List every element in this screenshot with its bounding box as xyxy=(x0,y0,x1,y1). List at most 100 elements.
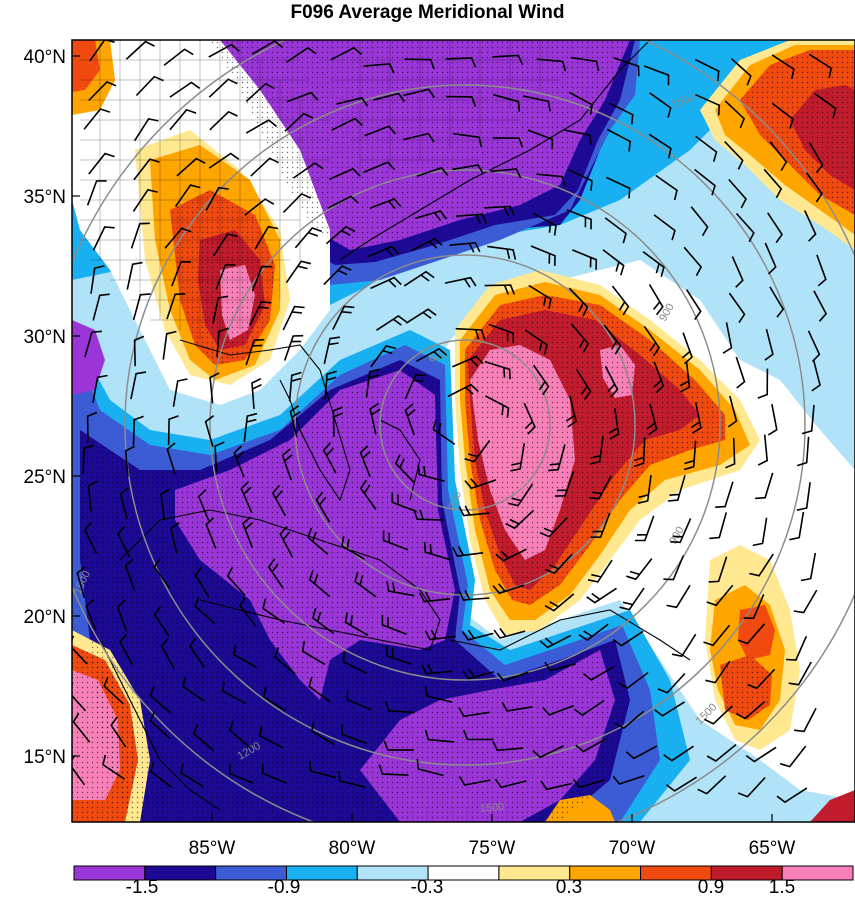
wind-barb-317 xyxy=(583,666,615,681)
wind-barb-378 xyxy=(737,776,766,798)
stipple-west xyxy=(170,190,275,365)
wind-barb-155 xyxy=(216,327,229,358)
wind-barb-205 xyxy=(683,440,697,471)
wind-barb-211 xyxy=(166,442,176,475)
wind-barb-363 xyxy=(149,761,172,788)
wind-barb-19 xyxy=(88,80,117,102)
wind-barb-312 xyxy=(386,645,413,666)
wind-barb-76 xyxy=(86,180,107,206)
wind-barb-93 xyxy=(767,212,783,244)
wind-barb-300 xyxy=(671,633,697,658)
wind-barb-1 xyxy=(125,40,155,60)
lon-label-80: 80°W xyxy=(329,838,376,859)
wind-barb-188 xyxy=(767,404,778,436)
wind-barb-215 xyxy=(322,442,337,474)
lat-label-25: 25°N xyxy=(24,467,66,488)
wind-barb-3 xyxy=(208,43,240,58)
wind-barb-301 xyxy=(703,624,731,647)
wind-barb-336 xyxy=(573,699,605,717)
wind-barb-221 xyxy=(554,471,575,497)
wind-barb-337 xyxy=(614,710,645,730)
wind-barb-119 xyxy=(285,260,312,284)
wind-barb-34 xyxy=(695,93,721,116)
wind-barb-143 xyxy=(488,323,515,344)
lat-label-35: 35°N xyxy=(24,187,66,208)
wind-barb-80 xyxy=(244,198,275,216)
wind-barb-244 xyxy=(709,512,728,540)
stipple-south xyxy=(80,360,630,822)
wind-barb-291 xyxy=(311,608,335,635)
wind-barb-12 xyxy=(570,56,600,72)
wind-barb-157 xyxy=(283,334,304,361)
wind-barb-198 xyxy=(404,403,416,436)
wind-barb-82 xyxy=(327,195,359,209)
wind-barb-331 xyxy=(385,700,415,714)
wind-barb-101 xyxy=(325,225,356,245)
wind-barb-250 xyxy=(205,517,217,549)
wind-barb-56 xyxy=(808,142,824,174)
wind-barb-216 xyxy=(359,445,371,478)
wind-barb-351 xyxy=(424,729,455,743)
wind-barb-330 xyxy=(346,689,372,711)
wind-barb-74 xyxy=(763,168,783,199)
wind-barb-295 xyxy=(461,629,494,641)
wind-barb-22 xyxy=(208,78,238,98)
plot-frame xyxy=(71,39,855,823)
wind-barb-102 xyxy=(367,245,400,258)
wind-barb-28 xyxy=(445,95,477,107)
wind-barb-246 xyxy=(789,511,805,541)
wind-barb-6 xyxy=(330,46,362,61)
wind-barb-311 xyxy=(342,651,368,675)
wind-barb-316 xyxy=(544,661,576,672)
wind-barb-197 xyxy=(369,402,381,435)
wind-barb-280 xyxy=(619,587,645,611)
wind-barb-86 xyxy=(484,205,515,217)
wind-barb-257 xyxy=(451,546,484,557)
wind-barb-84 xyxy=(415,210,448,222)
field-darkred-bottom-right xyxy=(810,790,855,822)
wind-barb-348 xyxy=(311,721,335,746)
wind-barb-235 xyxy=(359,479,377,510)
wind-barb-357 xyxy=(663,745,694,762)
wind-barb-150 xyxy=(764,328,774,361)
wind-barb-297 xyxy=(539,634,572,649)
wind-barb-175 xyxy=(251,377,262,409)
wind-barb-258 xyxy=(495,548,527,562)
wind-barb-212 xyxy=(214,441,225,473)
wind-barb-274 xyxy=(386,581,415,597)
wind-barb-360 xyxy=(779,745,807,768)
wind-barb-103 xyxy=(411,237,443,252)
wind-barb-201 xyxy=(510,443,526,472)
wind-barb-362 xyxy=(102,754,126,780)
wind-barb-318 xyxy=(618,671,649,690)
wind-barb-224 xyxy=(667,474,686,502)
wind-barb-8 xyxy=(404,58,435,70)
wind-barb-137 xyxy=(249,300,272,326)
wind-barb-276 xyxy=(458,590,490,601)
wind-barb-355 xyxy=(575,738,607,753)
wind-barb-213 xyxy=(233,445,245,478)
wind-barb-79 xyxy=(205,186,229,211)
stipple-ne xyxy=(740,50,855,215)
wind-barb-341 xyxy=(794,707,817,733)
wind-barb-16 xyxy=(730,58,752,86)
wind-barb-251 xyxy=(242,516,254,549)
wind-barb-38 xyxy=(83,108,111,130)
wind-barb-195 xyxy=(289,405,301,437)
wind-barb-340 xyxy=(736,700,766,720)
wind-barb-325 xyxy=(149,685,171,714)
wind-barb-68 xyxy=(536,173,566,187)
wind-barb-154 xyxy=(162,330,177,360)
wind-barb-27 xyxy=(403,88,435,98)
wind-barb-345 xyxy=(193,724,215,752)
wind-barb-259 xyxy=(544,553,573,575)
wind-barb-289 xyxy=(239,596,257,627)
wind-barb-125 xyxy=(528,284,552,310)
wind-barb-135 xyxy=(166,293,186,320)
wind-barb-204 xyxy=(633,437,646,468)
wind-barb-230 xyxy=(160,488,170,521)
wind-barb-7 xyxy=(363,63,395,74)
wind-barb-51 xyxy=(606,128,632,152)
wind-barb-241 xyxy=(590,512,611,538)
wind-barb-222 xyxy=(589,475,612,500)
